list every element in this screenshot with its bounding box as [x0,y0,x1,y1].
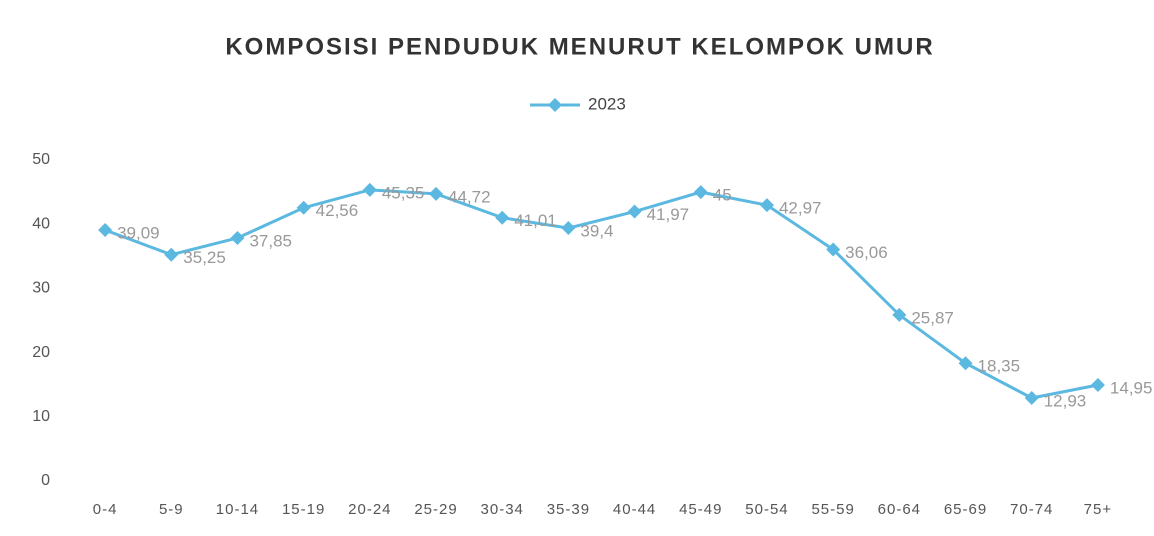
data-point [627,204,642,219]
data-label: 42,56 [316,201,359,220]
y-tick-label: 10 [32,408,50,425]
x-tick-label: 55-59 [811,501,854,518]
data-point [826,242,841,257]
x-tick-label: 20-24 [348,501,391,518]
data-point [958,356,973,371]
data-point [230,231,245,246]
data-point [98,223,113,238]
data-point [1090,378,1105,393]
data-label: 18,35 [978,357,1021,376]
data-label: 36,06 [845,243,888,262]
data-point [759,198,774,213]
data-point [693,185,708,200]
y-tick-label: 50 [32,151,50,168]
data-line [104,188,1099,400]
x-tick-label: 45-49 [679,501,722,518]
data-label: 45,35 [382,183,425,202]
data-label: 25,87 [911,308,954,327]
data-label: 45 [713,186,732,205]
data-label: 42,97 [779,199,822,218]
legend-label: 2023 [588,94,626,113]
x-tick-label: 75+ [1084,501,1112,518]
data-point [164,247,179,262]
x-tick-label: 15-19 [282,501,325,518]
x-tick-label: 10-14 [216,501,259,518]
data-label: 41,01 [514,211,557,230]
x-tick-label: 0-4 [93,501,118,518]
data-label: 39,09 [117,224,160,243]
x-tick-label: 70-74 [1010,501,1053,518]
data-point [429,186,444,201]
y-tick-label: 30 [32,280,50,297]
y-tick-label: 0 [41,472,50,489]
x-tick-label: 30-34 [481,501,524,518]
x-tick-label: 50-54 [745,501,788,518]
data-label: 12,93 [1044,391,1087,410]
data-point [1024,390,1039,405]
data-label: 41,97 [647,205,690,224]
x-tick-label: 40-44 [613,501,656,518]
data-label: 14,95 [1110,379,1153,398]
x-tick-label: 35-39 [547,501,590,518]
chart-title: KOMPOSISI PENDUDUK MENURUT KELOMPOK UMUR [225,33,934,60]
y-tick-label: 40 [32,215,50,232]
x-tick-label: 5-9 [159,501,184,518]
data-point [495,210,510,225]
data-label: 44,72 [448,187,491,206]
data-point [561,221,576,236]
x-tick-label: 60-64 [878,501,921,518]
data-point [892,307,907,322]
x-tick-label: 25-29 [414,501,457,518]
data-label: 35,25 [183,248,226,267]
x-tick-label: 65-69 [944,501,987,518]
data-point [362,182,377,197]
legend-marker [548,98,562,112]
y-tick-label: 20 [32,344,50,361]
data-point [296,200,311,215]
data-label: 39,4 [580,222,613,241]
data-label: 37,85 [249,231,292,250]
